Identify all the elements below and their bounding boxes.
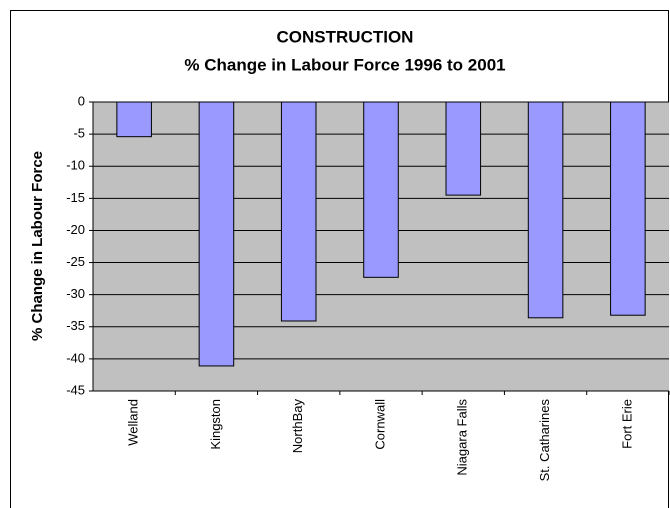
bar [280, 101, 317, 322]
bar [610, 101, 646, 316]
bar [445, 101, 482, 196]
y-tick-label: -40 [66, 350, 85, 365]
x-tick-label: Kingston [208, 399, 223, 450]
y-tick-label: -35 [66, 318, 85, 333]
bar [198, 101, 235, 367]
y-axis-label: % Change in Labour Force [29, 151, 46, 341]
x-tick-label: St. Catharines [537, 399, 552, 482]
x-tick-label: Cornwall [372, 399, 387, 450]
y-tick-label: -20 [66, 222, 85, 237]
y-tick-label: -30 [66, 286, 85, 301]
bar [363, 101, 399, 278]
y-tick-label: -45 [66, 382, 85, 397]
chart-subtitle: % Change in Labour Force 1996 to 2001 [184, 55, 505, 74]
bar [527, 101, 564, 319]
x-tick-label: Niagara Falls [455, 399, 470, 476]
y-tick-label: -25 [66, 254, 85, 269]
y-tick-label: -15 [66, 190, 85, 205]
x-tick-label: Fort Erie [619, 399, 634, 449]
x-tick-label: NorthBay [290, 399, 305, 454]
y-tick-label: 0 [78, 93, 85, 108]
x-tick-label: Welland [126, 399, 141, 446]
chart-title: CONSTRUCTION [277, 27, 414, 46]
y-tick-label: -10 [66, 158, 85, 173]
bar [116, 101, 152, 138]
y-tick-label: -5 [73, 126, 85, 141]
